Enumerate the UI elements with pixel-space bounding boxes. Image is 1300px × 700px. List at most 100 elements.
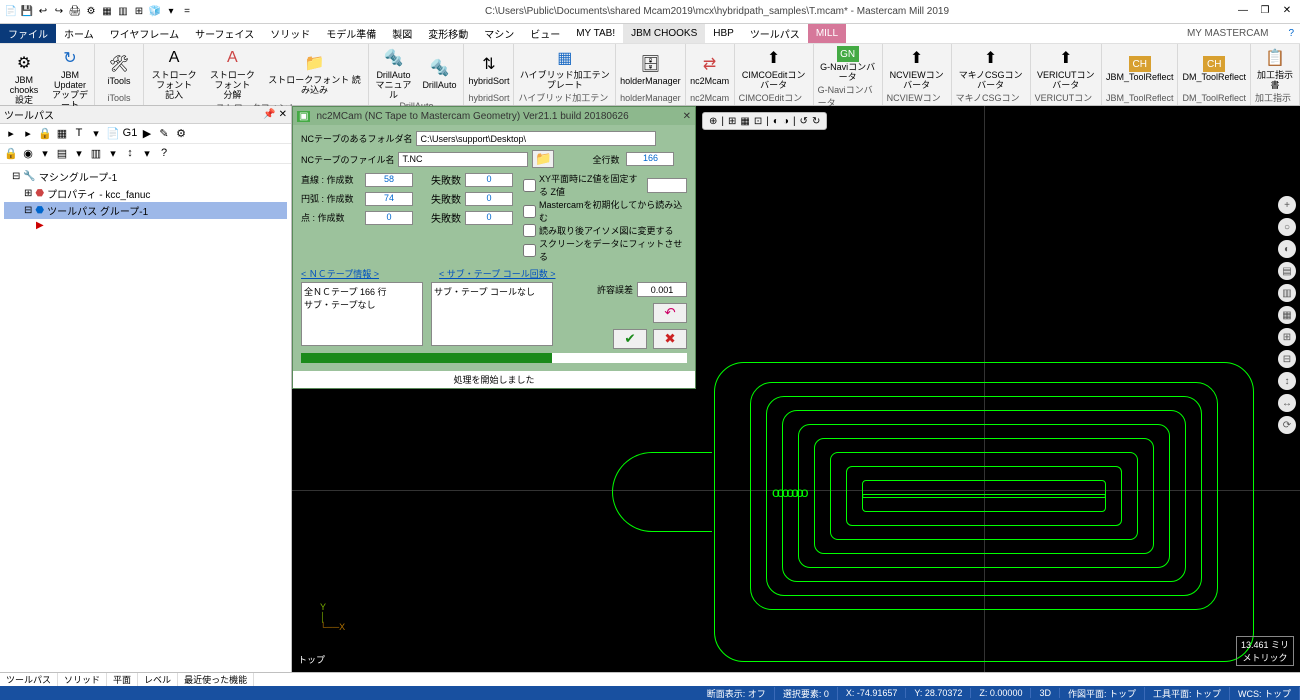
ribbon-gnavi[interactable]: GNG-Naviコンバータ <box>818 46 878 83</box>
nc-info-link[interactable]: < ＮＣテープ情報 > <box>301 267 379 280</box>
tb-icon[interactable]: ✎ <box>157 127 171 141</box>
tb-icon[interactable]: ▾ <box>106 147 120 161</box>
tb-icon[interactable]: ▾ <box>89 127 103 141</box>
tab-hbp[interactable]: HBP <box>705 24 742 43</box>
folder-input[interactable] <box>416 131 656 146</box>
qat-icon[interactable]: 🖨 <box>68 5 82 19</box>
tb-icon[interactable]: 🔒 <box>4 147 18 161</box>
tab-wireframe[interactable]: ワイヤフレーム <box>102 24 187 43</box>
operations-tree[interactable]: ⊟🔧マシングループ-1 ⊞⬣プロパティ - kcc_fanuc ⊟⬣ツールパス … <box>0 164 291 236</box>
qat-icon[interactable]: ⚙ <box>84 5 98 19</box>
chk-iso[interactable] <box>523 224 536 237</box>
tab-mytab[interactable]: MY TAB! <box>568 24 623 43</box>
btab-plane[interactable]: 平面 <box>107 673 138 686</box>
ribbon-itools[interactable]: 🛠iTools <box>99 52 139 87</box>
ribbon-strokefont-write[interactable]: Aストロークフォント 記入 <box>148 46 200 101</box>
dialog-close-icon[interactable]: ✕ <box>683 111 691 122</box>
tb-icon[interactable]: 📄 <box>106 127 120 141</box>
tb-icon[interactable]: ◉ <box>21 147 35 161</box>
chk-fix-z[interactable] <box>523 179 536 192</box>
ribbon-vericut[interactable]: ⬆VERICUTコンバータ <box>1035 46 1097 91</box>
filename-input[interactable] <box>398 152 528 167</box>
vr-icon[interactable]: ▥ <box>1278 284 1296 302</box>
vt-icon[interactable]: ↺ <box>800 116 808 127</box>
tab-view[interactable]: ビュー <box>522 24 568 43</box>
undo-button[interactable]: ↶ <box>653 303 687 323</box>
dialog-titlebar[interactable]: ▣ nc2MCam (NC Tape to Mastercam Geometry… <box>293 107 695 125</box>
vt-icon[interactable]: ⊞ <box>728 116 736 127</box>
ribbon-dmtoolreflect[interactable]: CHDM_ToolReflect <box>1182 56 1246 83</box>
vr-icon[interactable]: ⊞ <box>1278 328 1296 346</box>
vt-icon[interactable]: ↻ <box>812 116 820 127</box>
tb-icon[interactable]: ▾ <box>140 147 154 161</box>
help-icon[interactable]: ? <box>1288 28 1300 39</box>
tab-mill[interactable]: MILL <box>808 24 846 43</box>
tree-toolpathgroup[interactable]: ⊟⬣ツールパス グループ-1 <box>4 202 287 219</box>
vt-icon[interactable]: ⊕ <box>709 116 717 127</box>
tab-surface[interactable]: サーフェイス <box>187 24 262 43</box>
ok-button[interactable]: ✔ <box>613 329 647 349</box>
tab-home[interactable]: ホーム <box>56 24 102 43</box>
panel-close-icon[interactable]: ✕ <box>279 109 287 120</box>
status-3d[interactable]: 3D <box>1031 688 1060 698</box>
qat-icon[interactable]: 🧊 <box>148 5 162 19</box>
tree-flag[interactable]: ▶ <box>4 219 287 232</box>
vr-icon[interactable]: ▦ <box>1278 306 1296 324</box>
qat-icon[interactable]: 📄 <box>4 5 18 19</box>
ribbon-strokefont-load[interactable]: 📁ストロークフォント 読み込み <box>264 51 364 96</box>
vr-icon[interactable]: ◐ <box>1278 240 1296 258</box>
vt-icon[interactable]: ◐ <box>773 116 779 127</box>
tab-solid[interactable]: ソリッド <box>262 24 318 43</box>
tb-icon[interactable]: ▤ <box>55 147 69 161</box>
btab-recent[interactable]: 最近使った機能 <box>178 673 254 686</box>
btab-toolpath[interactable]: ツールパス <box>0 673 58 686</box>
qat-icon[interactable]: ↪ <box>52 5 66 19</box>
vr-icon[interactable]: ⊟ <box>1278 350 1296 368</box>
tab-file[interactable]: ファイル <box>0 24 56 43</box>
ribbon-makinocsg[interactable]: ⬆マキノCSGコンバータ <box>956 46 1026 91</box>
btab-level[interactable]: レベル <box>138 673 178 686</box>
ribbon-strokefont-explode[interactable]: Aストロークフォント 分解 <box>206 46 258 101</box>
collapse-icon[interactable]: ⊟ <box>12 171 20 182</box>
qat-icon[interactable]: ⊞ <box>132 5 146 19</box>
ribbon-jbm-updater[interactable]: ↻JBM Updater アップデート <box>50 46 90 111</box>
tb-icon[interactable]: ↕ <box>123 147 137 161</box>
sub-call-link[interactable]: < サブ・テープ コール回数 > <box>439 267 555 280</box>
tb-icon[interactable]: ▦ <box>55 127 69 141</box>
tb-icon[interactable]: T <box>72 127 86 141</box>
maximize-icon[interactable]: ❐ <box>1258 5 1272 19</box>
tb-icon[interactable]: ▶ <box>140 127 154 141</box>
ribbon-hybridtemplate[interactable]: ▦ハイブリッド加工テンプレート <box>518 46 611 91</box>
tb-icon[interactable]: ▾ <box>72 147 86 161</box>
tb-icon[interactable]: G1 <box>123 127 137 141</box>
ribbon-drillauto-manual[interactable]: 🔩DrillAuto マニュアル <box>373 46 413 101</box>
qat-icon[interactable]: ▥ <box>116 5 130 19</box>
ribbon-cimcoedit[interactable]: ⬆CIMCOEditコンバータ <box>739 46 809 91</box>
vr-icon[interactable]: + <box>1278 196 1296 214</box>
tab-modelprep[interactable]: モデル準備 <box>318 24 384 43</box>
tb-icon[interactable]: ▾ <box>38 147 52 161</box>
cancel-button[interactable]: ✖ <box>653 329 687 349</box>
tab-toolpath[interactable]: ツールパス <box>742 24 808 43</box>
chk-init[interactable] <box>523 205 536 218</box>
browse-button[interactable]: 📁 <box>532 150 554 168</box>
qat-icon[interactable]: ▾ <box>164 5 178 19</box>
status-tplane[interactable]: 工具平面: トップ <box>1145 687 1230 700</box>
z-value-input[interactable] <box>647 178 687 193</box>
qat-icon[interactable]: = <box>180 5 194 19</box>
ribbon-jbmchooks-settings[interactable]: ⚙JBM chooks 設定 <box>4 51 44 106</box>
vr-icon[interactable]: ▤ <box>1278 262 1296 280</box>
status-section[interactable]: 断面表示: オフ <box>699 687 775 700</box>
qat-icon[interactable]: 💾 <box>20 5 34 19</box>
expand-icon[interactable]: ⊞ <box>24 188 32 199</box>
vt-icon[interactable]: ⊡ <box>754 116 762 127</box>
vr-icon[interactable]: ↕ <box>1278 372 1296 390</box>
tab-transform[interactable]: 変形移動 <box>420 24 476 43</box>
tb-icon[interactable]: ▥ <box>89 147 103 161</box>
ribbon-jbmtoolreflect[interactable]: CHJBM_ToolReflect <box>1106 56 1174 83</box>
tolerance-input[interactable] <box>637 282 687 297</box>
ribbon-hybridsort[interactable]: ⇅hybridSort <box>468 52 509 87</box>
vt-icon[interactable]: ▦ <box>740 116 749 127</box>
vr-icon[interactable]: ↔ <box>1278 394 1296 412</box>
ribbon-workinstruction[interactable]: 📋加工指示書 <box>1255 46 1295 91</box>
